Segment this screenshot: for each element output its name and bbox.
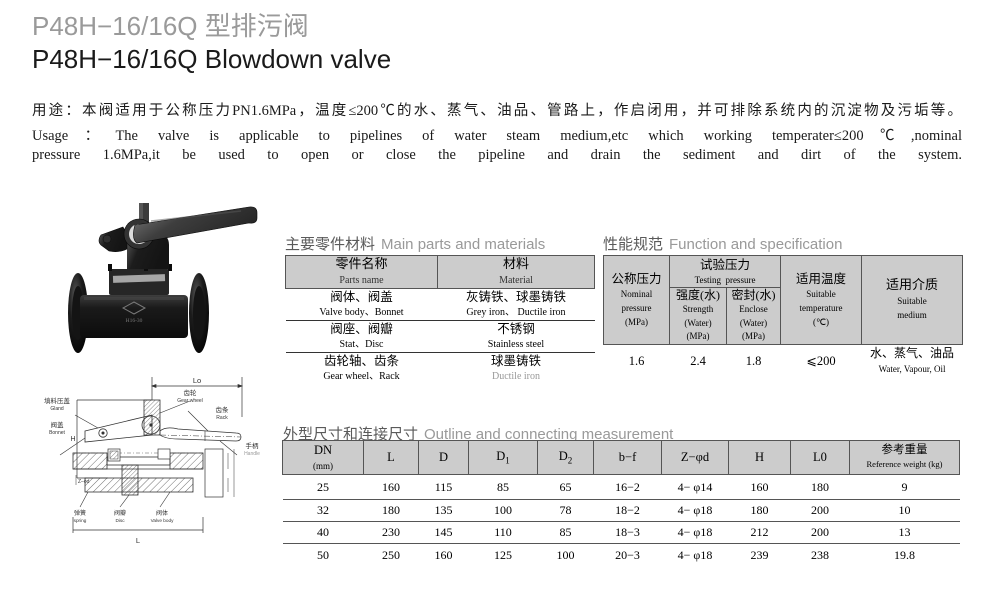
svg-text:手柄: 手柄 [246, 441, 260, 450]
svg-text:阀盖: 阀盖 [51, 420, 65, 429]
svg-text:Z–ϕd: Z–ϕd [78, 479, 90, 485]
svg-text:spring: spring [74, 518, 87, 523]
svg-text:弹簧: 弹簧 [74, 509, 86, 517]
svg-text:Disc: Disc [115, 518, 125, 523]
svg-text:阀瓣: 阀瓣 [114, 509, 126, 517]
svg-text:Valve body: Valve body [151, 518, 175, 523]
svg-text:Rack: Rack [216, 415, 228, 421]
svg-text:齿轮: 齿轮 [184, 388, 198, 397]
svg-text:H16-30: H16-30 [126, 318, 143, 324]
svg-text:L: L [136, 536, 140, 545]
svg-text:Gear wheel: Gear wheel [177, 398, 203, 404]
svg-text:Gland: Gland [50, 406, 64, 412]
svg-text:Handle: Handle [244, 451, 260, 457]
svg-text:填料压盖: 填料压盖 [44, 396, 71, 405]
svg-text:齿条: 齿条 [216, 405, 230, 414]
svg-text:Lo: Lo [193, 376, 201, 385]
svg-text:阀体: 阀体 [156, 509, 168, 517]
svg-text:Bonnet: Bonnet [49, 430, 65, 436]
svg-text:H: H [70, 436, 75, 443]
